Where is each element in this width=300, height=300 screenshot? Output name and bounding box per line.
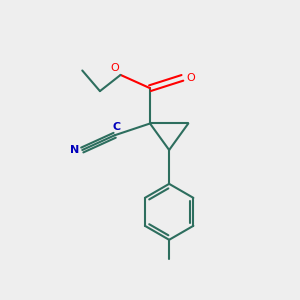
- Text: O: O: [110, 63, 119, 74]
- Text: O: O: [186, 73, 195, 83]
- Text: N: N: [70, 145, 79, 155]
- Text: C: C: [112, 122, 120, 132]
